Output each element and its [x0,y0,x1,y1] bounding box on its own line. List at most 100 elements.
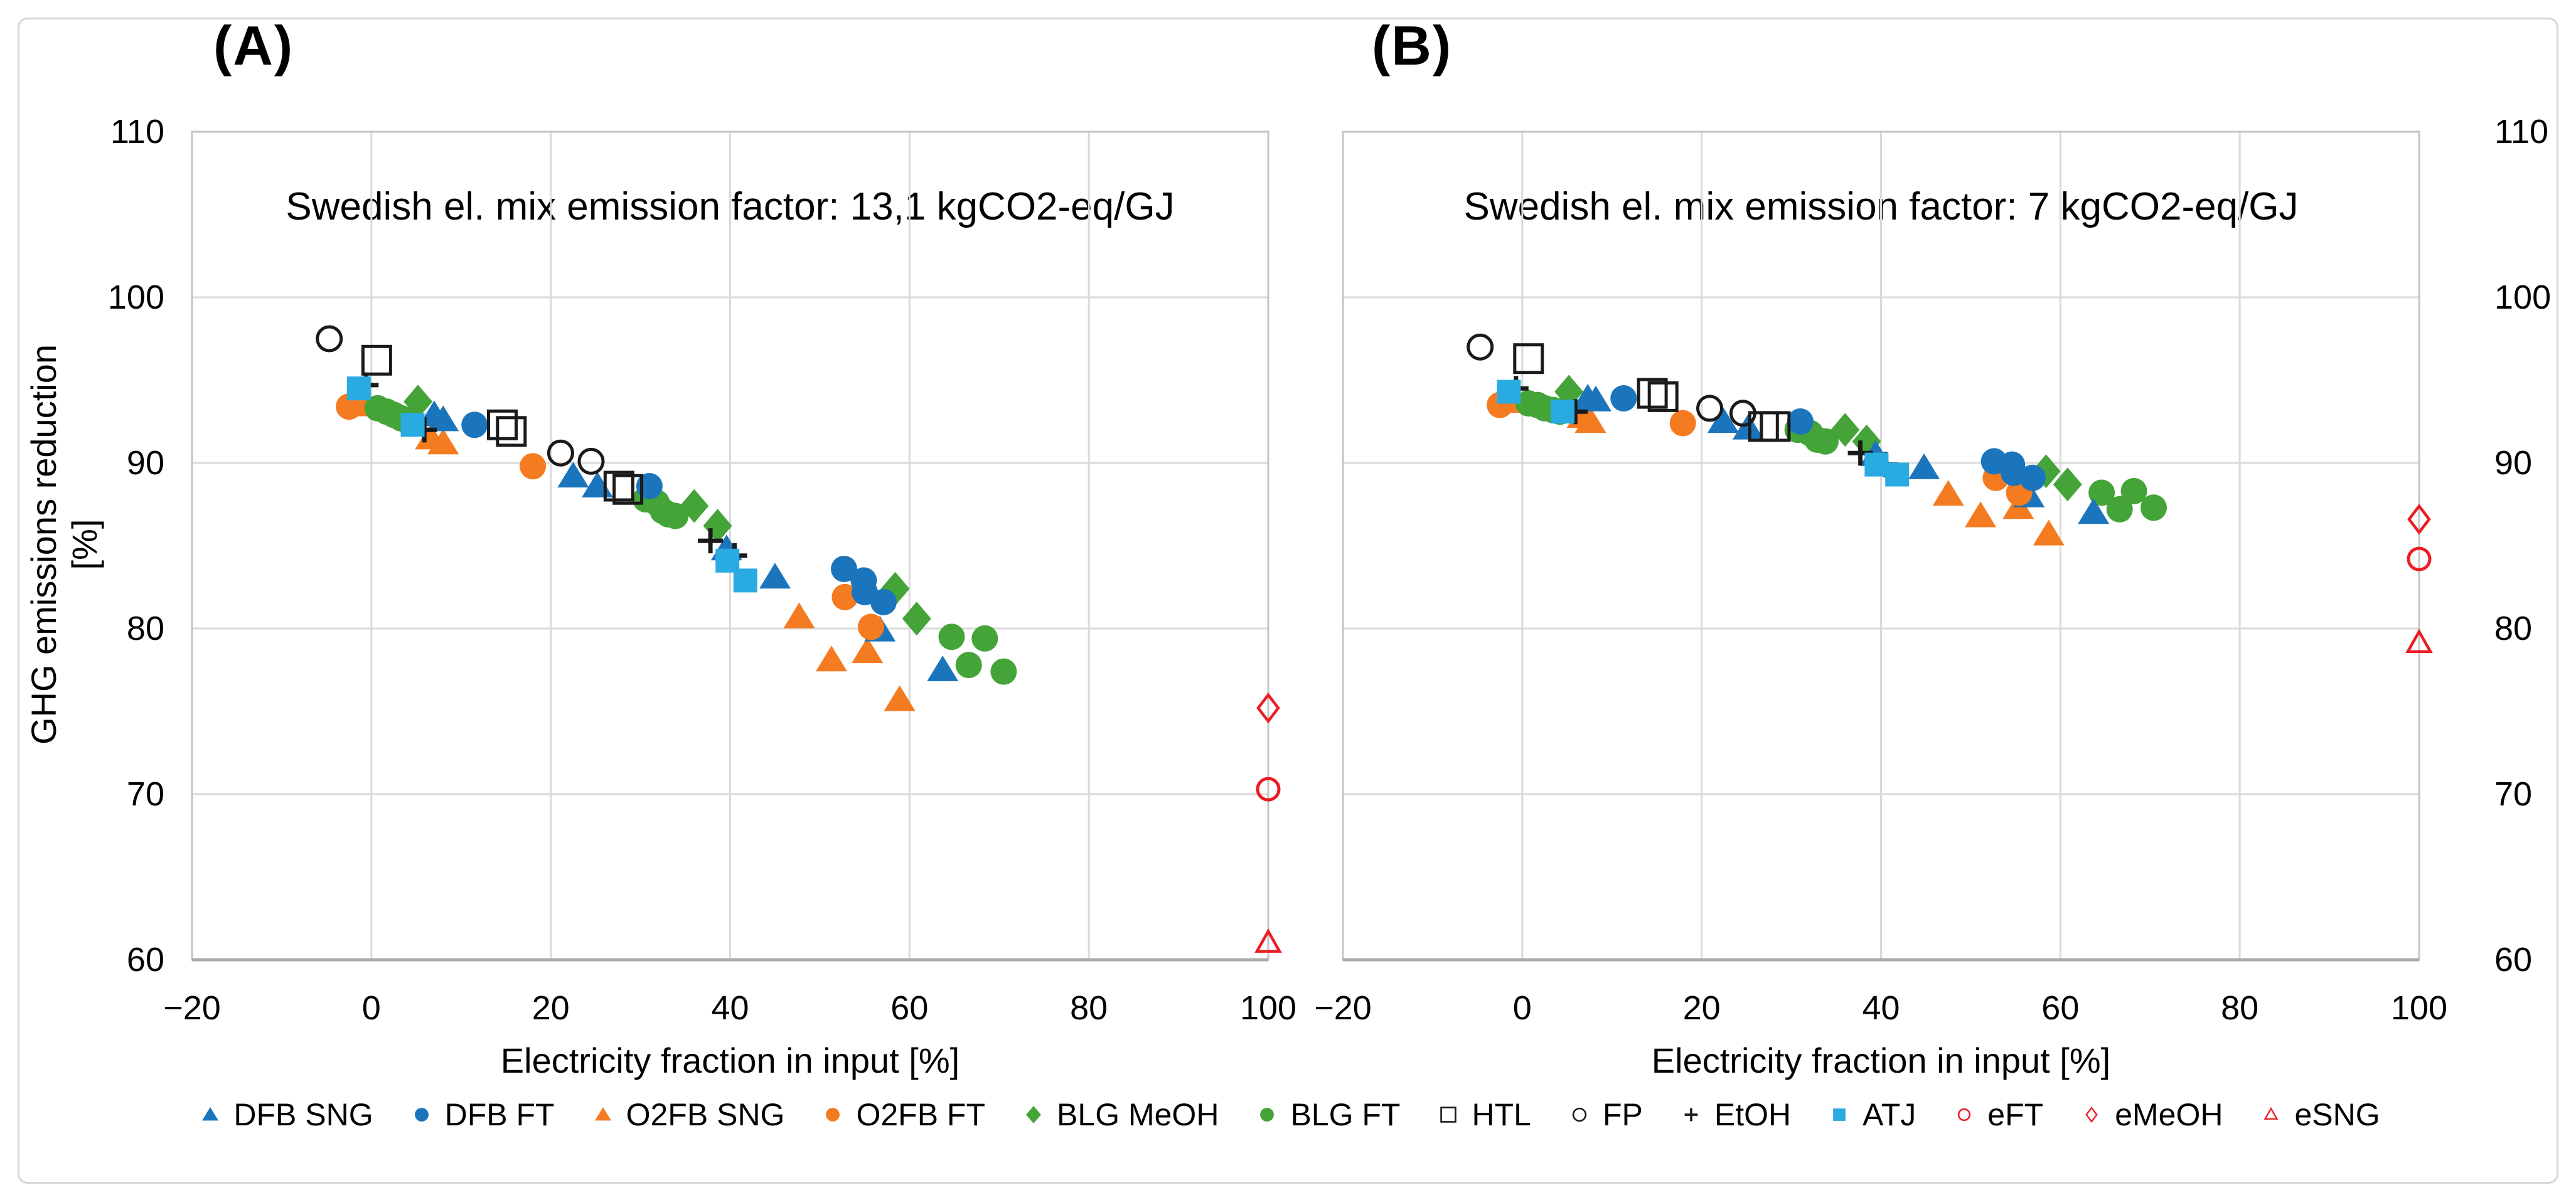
legend-item-EtOH: EtOH [1677,1096,1791,1133]
HTL-marker [1513,343,1544,374]
HTL-marker [1637,378,1668,409]
O2FB-SNG-marker [884,685,916,711]
series-eFT [1256,777,1281,802]
ATJ-marker [733,568,757,593]
DFB-SNG-marker [2078,498,2110,524]
O2FB-FT-marker [1669,410,1696,437]
panel-a-label: (A) [213,14,294,77]
x-tick-b-20: 20 [1682,989,1721,1027]
BLG-MeOH-marker [2053,467,2082,502]
eFT-marker [2407,546,2432,571]
ATJ-marker [400,413,425,437]
series-ATJ [346,376,757,593]
legend-label: FP [1602,1097,1643,1132]
panel-b-label: (B) [1372,14,1453,77]
HTL-marker [603,470,634,502]
O2FB-SNG-marker [2033,519,2065,546]
eSNG-legend-icon [2264,1107,2279,1120]
x-tick-b--20: −20 [1314,989,1372,1027]
FP-marker [316,325,343,353]
y-tick-right-60: 60 [2494,941,2533,979]
series-DFB-SNG [1572,384,2110,524]
legend-label: BLG FT [1290,1097,1401,1132]
O2FB-SNG-marker [427,428,459,455]
panel-a-x-axis-title: Electricity fraction in input [%] [500,1041,960,1080]
DFB-FT-marker [870,588,897,615]
ATJ-marker [1497,380,1521,404]
legend-label: EtOH [1714,1097,1792,1132]
HTL-marker [612,474,644,505]
BLG-FT-marker [938,624,965,650]
legend-item-eMeOH: eMeOH [2077,1096,2223,1133]
x-tick-b-80: 80 [2221,989,2259,1027]
y-tick-left-80: 80 [126,610,164,647]
FP-marker [1696,395,1723,422]
series-HTL [361,344,644,505]
legend-label: eFT [1987,1097,2044,1132]
eSNG-marker [2405,629,2433,654]
legend-label: O2FB FT [856,1097,986,1132]
HTL-legend-icon [1440,1107,1457,1123]
legend-label: eSNG [2294,1097,2380,1132]
legend: DFB SNG DFB FT O2FB SNG O2FB FT BLG MeOH BLG … [0,1096,2576,1133]
O2FB-SNG-legend-icon [594,1107,611,1121]
eMeOH-marker [1256,692,1280,724]
FP-marker [547,439,574,467]
panel-a-plot [191,130,1282,962]
BLG-FT-marker [990,658,1017,685]
DFB-SNG-marker [1908,453,1940,479]
HTL-marker [496,416,527,447]
legend-item-eFT: eFT [1950,1096,2043,1133]
legend-label: BLG MeOH [1057,1097,1219,1132]
x-tick-a--20: −20 [163,989,221,1027]
series-ATJ [1497,380,1910,487]
eSNG-marker [1254,928,1282,953]
panel-b-plot [1342,130,2433,962]
x-tick-a-40: 40 [711,989,749,1027]
y-tick-left-100: 100 [107,279,164,316]
series-BLG-FT [364,395,1017,685]
y-tick-right-100: 100 [2494,279,2552,316]
eFT-legend-icon [1958,1108,1971,1122]
ATJ-marker [1864,452,1889,477]
DFB-FT-marker [831,556,857,582]
DFB-SNG-marker [927,656,959,681]
BLG-FT-marker [2120,477,2147,504]
legend-label: eMeOH [2115,1097,2223,1132]
x-tick-a-20: 20 [532,989,570,1027]
FP-legend-icon [1572,1107,1587,1122]
legend-item-HTL: HTL [1434,1096,1531,1133]
series-HTL [1513,343,1791,442]
O2FB-SNG-marker [852,637,884,663]
series-eFT [2407,546,2432,571]
O2FB-SNG-marker [1932,480,1964,506]
legend-label: O2FB SNG [626,1097,785,1132]
panel-b-x-axis-title: Electricity fraction in input [%] [1651,1041,2111,1080]
FP-marker [1729,400,1756,427]
legend-item-O2FB-SNG: O2FB SNG [589,1096,785,1133]
legend-item-eSNG: eSNG [2257,1096,2380,1133]
series-DFB-SNG [418,400,959,681]
eMeOH-marker [2407,504,2431,535]
series-BLG-FT [1515,390,2167,523]
x-tick-a-0: 0 [361,989,381,1027]
BLG-FT-marker [955,652,982,679]
y-tick-right-70: 70 [2494,775,2533,813]
x-tick-b-40: 40 [1862,989,1900,1027]
BLG-MeOH-marker [404,385,433,419]
y-tick-left-110: 110 [110,113,164,151]
DFB-FT-marker [2019,464,2046,491]
O2FB-FT-marker [520,453,547,480]
O2FB-FT-marker [831,583,858,610]
x-tick-a-60: 60 [890,989,929,1027]
DFB-SNG-marker [427,405,459,432]
BLG-FT-marker [662,502,689,529]
BLG-FT-legend-icon [1260,1108,1275,1122]
ATJ-marker [1551,400,1575,424]
x-tick-b-0: 0 [1512,989,1532,1027]
DFB-FT-marker [1787,408,1814,435]
x-tick-b-100: 100 [2390,989,2448,1027]
BLG-MeOH-marker [902,602,931,636]
x-tick-a-80: 80 [1070,989,1108,1027]
